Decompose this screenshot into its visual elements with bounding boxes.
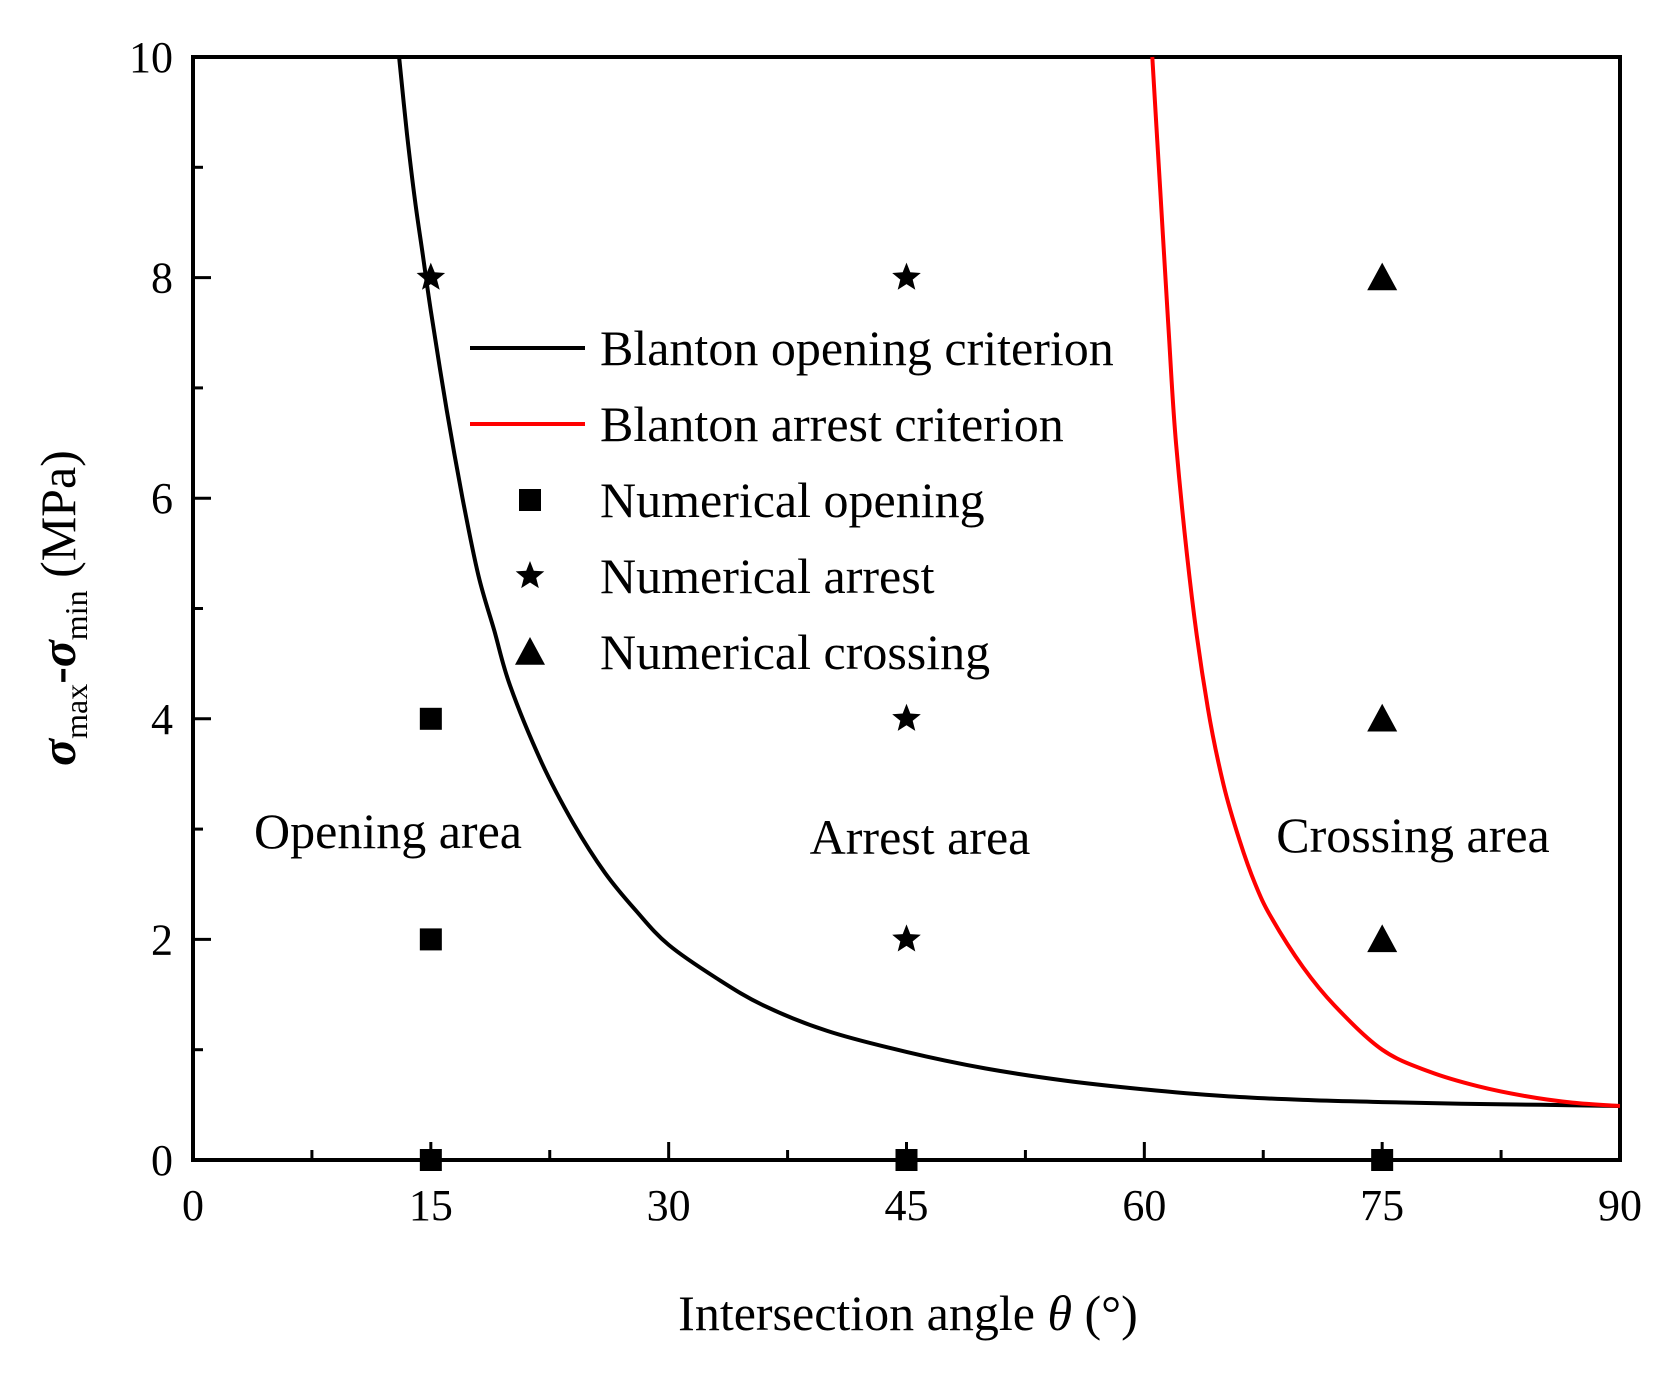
y-axis-title-dash: -: [30, 667, 86, 684]
legend-swatch-square: [519, 489, 541, 511]
x-tick-label: 45: [885, 1181, 929, 1230]
y-tick-label: 0: [151, 1136, 173, 1185]
y-tick-label: 4: [151, 695, 173, 744]
x-axis-title: Intersection angle θ (°): [678, 1285, 1138, 1341]
x-axis-title-main: Intersection angle: [678, 1285, 1047, 1341]
triangle-data-point: [1367, 262, 1398, 291]
x-tick-label: 15: [409, 1181, 453, 1230]
triangle-data-point: [1367, 703, 1398, 732]
triangle-data-point: [1367, 924, 1398, 953]
x-axis-title-unit: (°): [1072, 1285, 1138, 1341]
x-axis-title-symbol: θ: [1047, 1285, 1072, 1341]
square-data-point: [895, 1149, 918, 1171]
x-tick-label: 90: [1598, 1181, 1642, 1230]
y-tick-label: 8: [151, 254, 173, 303]
y-axis-title: σmax-σmin (MPa): [30, 450, 94, 766]
y-axis-title-max: max: [58, 684, 94, 739]
y-tick-label: 6: [151, 474, 173, 523]
star-data-point: [892, 703, 921, 731]
legend-label: Numerical arrest: [600, 548, 935, 604]
square-data-point: [419, 928, 442, 951]
y-axis-title-sigma-min: σ: [30, 638, 86, 667]
x-tick-label: 0: [182, 1181, 204, 1230]
y-axis-title-min: min: [58, 590, 94, 640]
text-layer: 0 15 30 45 60 75 90 0 2 4 6 8 10 Blanton opening crit…: [30, 33, 1642, 1341]
legend-label: Numerical crossing: [600, 624, 990, 680]
legend-swatch-triangle: [515, 637, 545, 665]
x-tick-label: 75: [1360, 1181, 1404, 1230]
blanton-opening-curve: [397, 56, 1620, 1108]
y-axis-title-unit: (MPa): [30, 450, 86, 590]
star-data-point: [892, 924, 921, 952]
region-label-arrest: Arrest area: [810, 809, 1031, 865]
plot-frame: [191, 55, 1622, 1162]
legend-label: Blanton arrest criterion: [600, 396, 1064, 452]
legend-swatch-star: [515, 561, 545, 589]
markers-layer: [416, 262, 1398, 1171]
legend-label: Blanton opening criterion: [600, 320, 1114, 376]
square-data-point: [419, 707, 442, 730]
legend-label: Numerical opening: [600, 472, 985, 528]
region-label-opening: Opening area: [254, 803, 522, 859]
y-tick-label: 10: [129, 33, 173, 82]
square-data-point: [1371, 1149, 1394, 1171]
region-label-crossing: Crossing area: [1276, 807, 1550, 863]
x-tick-label: 30: [647, 1181, 691, 1230]
y-axis-title-sigma-max: σ: [30, 737, 86, 766]
x-tick-label: 60: [1122, 1181, 1166, 1230]
curves-layer: [397, 56, 1620, 1108]
star-data-point: [416, 262, 446, 290]
square-data-point: [419, 1149, 442, 1171]
star-data-point: [892, 262, 921, 290]
blanton-arrest-curve: [1150, 56, 1620, 1108]
y-tick-label: 2: [151, 915, 173, 964]
plot-frame-layer: [191, 55, 1622, 1162]
